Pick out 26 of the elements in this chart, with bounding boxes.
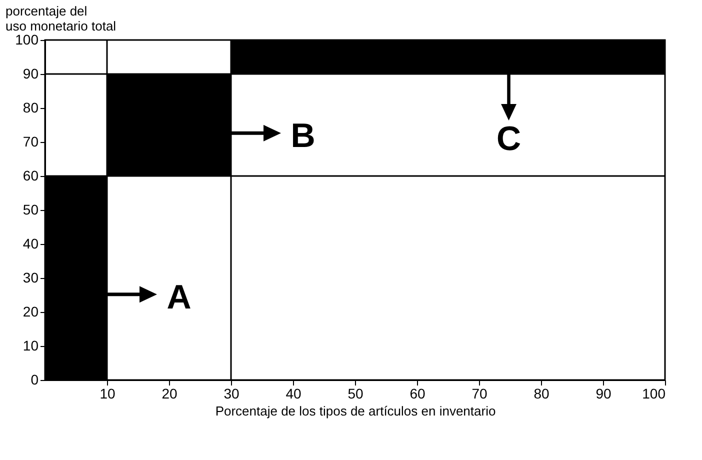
x-tick-label: 20 bbox=[162, 386, 178, 402]
y-tick-label: 50 bbox=[22, 202, 39, 218]
x-axis-title: Porcentaje de los tipos de artículos en inventario bbox=[215, 404, 496, 418]
y-tick-label: 90 bbox=[22, 66, 39, 82]
y-tick-label: 10 bbox=[22, 338, 39, 354]
x-tick-label: 90 bbox=[596, 386, 612, 402]
annotation: C bbox=[496, 120, 522, 158]
x-tick-label: 70 bbox=[472, 386, 488, 402]
x-tick-label: 40 bbox=[286, 386, 302, 402]
y-tick-label: 20 bbox=[22, 304, 39, 320]
x-tick-label: 10 bbox=[100, 386, 116, 402]
x-tick-label: 80 bbox=[534, 386, 550, 402]
x-tick-label: 50 bbox=[348, 386, 364, 402]
y-tick-label: 80 bbox=[22, 100, 39, 116]
x-tick-label: 30 bbox=[224, 386, 240, 402]
y-axis-title: porcentaje del uso monetario total bbox=[6, 4, 116, 34]
y-tick-label: 60 bbox=[22, 168, 39, 184]
y-tick-label: 0 bbox=[30, 372, 39, 388]
y-tick-label: 70 bbox=[22, 134, 39, 150]
y-tick-label: 30 bbox=[22, 270, 39, 286]
annotation: B bbox=[290, 117, 316, 156]
y-tick-label: 100 bbox=[15, 32, 39, 48]
y-tick-label: 40 bbox=[22, 236, 39, 252]
x-tick-label: 60 bbox=[410, 386, 426, 402]
annotation: A bbox=[166, 278, 192, 316]
x-tick-label: 100 bbox=[642, 386, 666, 402]
